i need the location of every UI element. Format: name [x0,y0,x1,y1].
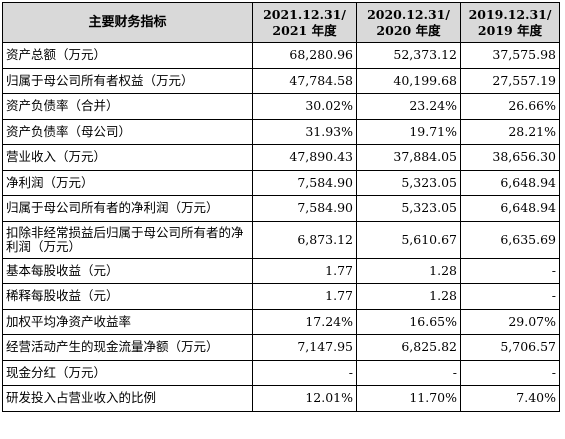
value-cell: 6,648.94 [460,195,560,222]
value-cell: 1.77 [252,257,357,284]
table-row: 净利润（万元） 7,584.90 5,323.05 6,648.94 [2,169,560,196]
value-cell: 1.77 [252,283,357,310]
financial-table-container: 主要财务指标 2021.12.31/2021 年度 2020.12.31/202… [2,2,560,412]
value-cell: 19.71% [356,118,461,145]
row-label: 归属于母公司所有者权益（万元） [2,67,253,94]
value-cell: 5,323.05 [356,169,461,196]
table-row: 基本每股收益（元） 1.77 1.28- [2,257,560,284]
value-cell: 7,584.90 [252,169,357,196]
value-cell: - [460,359,560,386]
value-cell: 37,575.98 [460,42,560,69]
value-cell: 30.02% [252,93,357,120]
row-label: 净利润（万元） [2,169,253,196]
table-row: 经营活动产生的现金流量净额（万元） 7,147.95 6,825.82 5,706.5… [2,334,560,361]
header-indicator: 主要财务指标 [2,2,253,43]
value-cell: 40,199.68 [356,67,461,94]
row-label: 经营活动产生的现金流量净额（万元） [2,334,253,361]
value-cell: - [460,283,560,310]
value-cell: 6,635.69 [460,220,560,259]
table-row: 现金分红（万元） - - - [2,359,560,386]
value-cell: 47,784.58 [252,67,357,94]
value-cell: 6,825.82 [356,334,461,361]
table-row: 归属于母公司所有者权益（万元） 47,784.58 40,199.68 27,557.… [2,67,560,94]
value-cell: 5,323.05 [356,195,461,222]
value-cell: 1.28 [356,257,461,284]
table-row: 加权平均净资产收益率 17.24% 16.65% 29.07% [2,308,560,335]
row-label: 研发投入占营业收入的比例 [2,385,253,412]
financial-indicators-table: 主要财务指标 2021.12.31/2021 年度 2020.12.31/202… [2,2,560,412]
value-cell: 7,584.90 [252,195,357,222]
row-label: 基本每股收益（元） [2,257,253,284]
value-cell: - [252,359,357,386]
table-row: 资产负债率（母公司） 31.93% 19.71% 28.21% [2,118,560,145]
header-2021: 2021.12.31/2021 年度 [252,2,357,43]
value-cell: 11.70% [356,385,461,412]
value-cell: 16.65% [356,308,461,335]
value-cell: 47,890.43 [252,144,357,171]
row-label: 资产总额（万元） [2,42,253,69]
table-row: 营业收入（万元） 47,890.43 37,884.05 38,656.30 [2,144,560,171]
value-cell: 6,648.94 [460,169,560,196]
row-label: 扣除非经常损益后归属于母公司所有者的净利润（万元） [2,220,253,259]
value-cell: 38,656.30 [460,144,560,171]
row-label: 资产负债率（合并） [2,93,253,120]
row-label: 现金分红（万元） [2,359,253,386]
header-2019: 2019.12.31/2019 年度 [460,2,560,43]
header-2020: 2020.12.31/2020 年度 [356,2,461,43]
value-cell: 17.24% [252,308,357,335]
table-row: 研发投入占营业收入的比例 12.01% 11.70% 7.40% [2,385,560,412]
row-label: 资产负债率（母公司） [2,118,253,145]
table-row: 扣除非经常损益后归属于母公司所有者的净利润（万元） 6,873.12 5,610.6… [2,220,560,259]
row-label: 稀释每股收益（元） [2,283,253,310]
value-cell: 29.07% [460,308,560,335]
value-cell: 31.93% [252,118,357,145]
value-cell: 12.01% [252,385,357,412]
value-cell: 37,884.05 [356,144,461,171]
value-cell: 7,147.95 [252,334,357,361]
table-row: 稀释每股收益（元） 1.77 1.28- [2,283,560,310]
value-cell: - [356,359,461,386]
value-cell: - [460,257,560,284]
value-cell: 68,280.96 [252,42,357,69]
value-cell: 26.66% [460,93,560,120]
value-cell: 23.24% [356,93,461,120]
value-cell: 5,706.57 [460,334,560,361]
value-cell: 52,373.12 [356,42,461,69]
value-cell: 7.40% [460,385,560,412]
table-row: 资产负债率（合并） 30.02% 23.24% 26.66% [2,93,560,120]
value-cell: 5,610.67 [356,220,461,259]
value-cell: 28.21% [460,118,560,145]
value-cell: 27,557.19 [460,67,560,94]
value-cell: 6,873.12 [252,220,357,259]
table-row: 资产总额（万元） 68,280.96 52,373.12 37,575.98 [2,42,560,69]
row-label: 归属于母公司所有者的净利润（万元） [2,195,253,222]
table-row: 归属于母公司所有者的净利润（万元） 7,584.90 5,323.05 6,648.9… [2,195,560,222]
table-header-row: 主要财务指标 2021.12.31/2021 年度 2020.12.31/202… [2,2,560,43]
row-label: 加权平均净资产收益率 [2,308,253,335]
value-cell: 1.28 [356,283,461,310]
row-label: 营业收入（万元） [2,144,253,171]
